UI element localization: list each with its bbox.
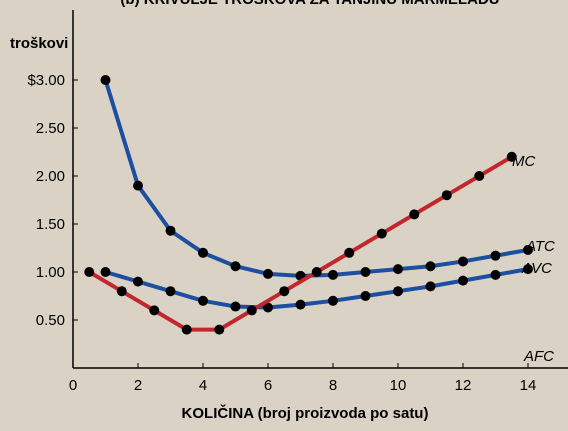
avc-point: [198, 295, 208, 306]
atc-point: [458, 256, 468, 267]
series-layer: [84, 75, 533, 335]
series-labels: ATC AVC MC AFC: [512, 153, 555, 365]
avc-point: [328, 295, 338, 306]
atc-point: [523, 244, 533, 255]
mc-label: MC: [512, 153, 535, 170]
mc-point: [181, 324, 192, 335]
y-tick-label: 2.00: [36, 168, 65, 185]
y-tick-label: 0.50: [36, 312, 65, 329]
avc-point: [523, 264, 533, 275]
mc-point: [441, 190, 452, 201]
atc-point: [133, 180, 143, 191]
atc-point: [230, 261, 241, 272]
avc-point: [133, 276, 143, 287]
mc-line: [87, 154, 514, 332]
mc-series: [84, 151, 517, 335]
avc-point: [295, 299, 306, 310]
mc-point: [149, 305, 160, 316]
avc-point: [360, 291, 371, 301]
y-tick-label: 2.50: [36, 120, 65, 137]
x-tick-label: 14: [520, 377, 537, 394]
mc-point: [409, 209, 420, 220]
x-tick-label: 12: [455, 377, 472, 394]
mc-point: [376, 228, 387, 239]
mc-point: [474, 171, 485, 181]
x-tick-label: 0: [69, 377, 77, 394]
x-axis-label: KOLIČINA (broj proizvoda po satu): [182, 404, 429, 422]
x-tick-label: 2: [134, 377, 142, 394]
chart-title: (b) KRIVULJE TROŠKOVA ZA TANJINU MARMELA…: [120, 0, 499, 8]
y-tick-label: 1.00: [36, 264, 65, 281]
avc-point: [425, 281, 436, 292]
mc-point: [84, 267, 95, 277]
x-tick-label: 4: [199, 377, 207, 394]
x-tick-label: 6: [264, 377, 272, 394]
avc-point: [263, 302, 273, 313]
atc-point: [263, 268, 273, 279]
avc-line: [103, 267, 530, 310]
atc-label: ATC: [525, 238, 555, 255]
mc-point: [279, 286, 290, 297]
mc-point: [344, 247, 355, 258]
avc-point: [100, 267, 111, 277]
avc-point: [393, 286, 403, 297]
avc-point: [230, 301, 241, 312]
mc-point: [214, 324, 225, 335]
tick-labels: 0.50 1.00 1.50 2.00 2.50 $3.00 0 2 4 6 8 10 12 14: [27, 72, 536, 394]
avc-point: [165, 286, 176, 297]
avc-point: [458, 275, 468, 286]
avc-series: [100, 264, 533, 313]
afc-label: AFC: [523, 348, 554, 365]
mc-point: [246, 305, 257, 316]
x-tick-label: 8: [329, 377, 337, 394]
atc-point: [198, 247, 208, 258]
atc-point: [490, 250, 501, 261]
atc-point: [100, 75, 111, 85]
atc-point: [393, 264, 403, 275]
atc-point: [165, 225, 176, 236]
avc-point: [490, 269, 501, 280]
avc-label: AVC: [521, 260, 552, 277]
atc-point: [328, 269, 338, 280]
y-tick-label: $3.00: [27, 72, 65, 89]
atc-line: [103, 78, 530, 278]
axes: [72, 10, 568, 369]
y-axis-label: troškovi: [10, 35, 68, 52]
mc-point: [506, 151, 517, 162]
y-tick-label: 1.50: [36, 216, 65, 233]
atc-series: [100, 75, 533, 281]
atc-point: [360, 267, 371, 277]
atc-point: [425, 261, 436, 272]
mc-point: [311, 267, 322, 277]
mc-point: [116, 286, 127, 297]
x-tick-label: 10: [390, 377, 407, 394]
